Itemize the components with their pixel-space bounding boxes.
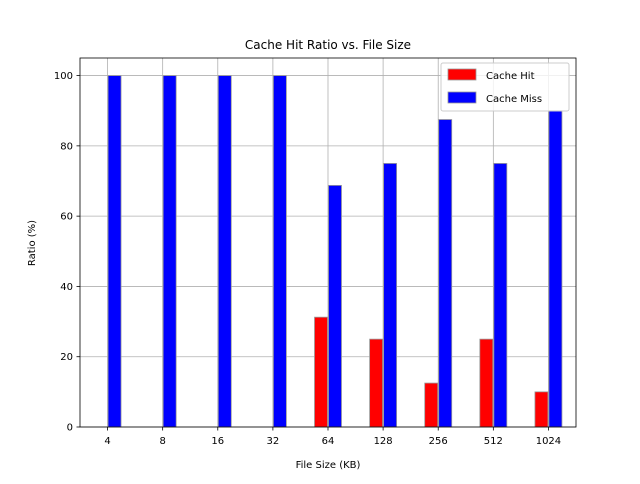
chart-title: Cache Hit Ratio vs. File Size [245,38,411,52]
legend-swatch-cache-miss [447,91,477,104]
x-tick-label: 512 [484,436,503,447]
x-tick-label: 128 [374,436,393,447]
bar-cache-hit-512 [479,338,494,428]
x-tick-label: 4 [104,436,110,447]
legend-swatch-cache-hit [447,68,477,81]
legend-label-cache-hit: Cache Hit [486,71,535,82]
bar-cache-hit-128 [369,338,384,428]
legend-label-cache-miss: Cache Miss [486,94,542,105]
ticks-layer: 4 8 16 32 64 128 256 512 1024 0 20 40 60 80 100 [54,71,561,447]
y-tick-label: 20 [60,352,73,363]
x-axis-label: File Size (KB) [296,460,361,471]
bar-cache-hit-64 [314,316,328,428]
bar-cache-miss-256 [438,119,453,428]
y-tick-label: 0 [67,423,73,434]
bar-cache-miss-64 [328,184,342,428]
bar-cache-miss-8 [162,75,177,428]
x-tick-label: 256 [429,436,448,447]
y-tick-label: 60 [60,212,73,223]
y-tick-label: 100 [54,71,73,82]
x-tick-label: 64 [322,436,335,447]
x-tick-label: 8 [159,436,165,447]
x-tick-label: 32 [267,436,280,447]
x-tick-label: 16 [211,436,224,447]
bar-cache-miss-128 [383,163,398,428]
legend: Cache Hit Cache Miss [440,62,570,112]
y-axis-label: Ratio (%) [27,220,38,266]
bar-cache-miss-4 [107,75,122,428]
bar-cache-miss-16 [217,75,232,428]
bar-cache-hit-1024 [534,391,549,428]
bar-cache-miss-512 [493,163,508,428]
x-tick-label: 1024 [536,436,561,447]
bar-cache-miss-1024 [548,110,563,428]
bar-cache-hit-256 [424,382,439,428]
y-tick-label: 40 [60,282,73,293]
y-tick-label: 80 [60,141,73,152]
bar-cache-miss-32 [272,75,287,428]
